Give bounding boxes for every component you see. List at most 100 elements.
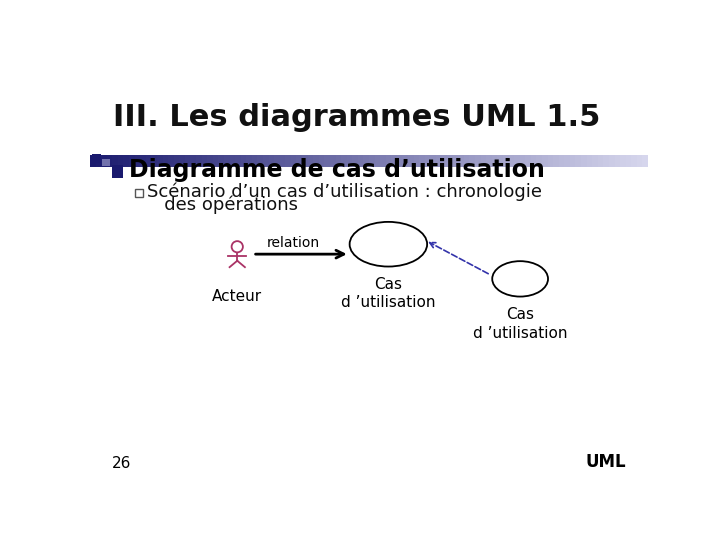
Bar — [520, 155, 526, 167]
Bar — [90, 155, 96, 167]
Bar — [297, 155, 303, 167]
Bar — [168, 155, 174, 167]
Bar — [112, 155, 119, 167]
Text: des opérations: des opérations — [148, 195, 298, 214]
Bar — [459, 155, 464, 167]
Bar — [503, 155, 509, 167]
Bar — [196, 155, 202, 167]
Bar — [642, 155, 649, 167]
Bar — [240, 155, 247, 167]
Bar — [151, 155, 158, 167]
Bar — [145, 155, 152, 167]
Bar — [626, 155, 632, 167]
Bar — [581, 155, 588, 167]
Text: Acteur: Acteur — [212, 289, 262, 304]
Bar — [274, 155, 281, 167]
Bar — [492, 155, 498, 167]
Bar — [436, 155, 442, 167]
Bar — [91, 154, 101, 164]
Bar — [469, 155, 476, 167]
Bar — [112, 165, 122, 178]
Bar — [498, 155, 504, 167]
Bar — [336, 155, 342, 167]
Bar — [330, 155, 336, 167]
Bar — [341, 155, 348, 167]
Bar — [564, 155, 571, 167]
Bar — [570, 155, 576, 167]
Bar — [486, 155, 492, 167]
Bar — [397, 155, 403, 167]
Bar — [364, 155, 370, 167]
Bar — [107, 155, 113, 167]
Bar — [213, 155, 219, 167]
Bar — [413, 155, 420, 167]
Bar — [386, 155, 392, 167]
Bar — [508, 155, 515, 167]
Bar — [129, 155, 135, 167]
Bar — [302, 155, 308, 167]
Bar — [252, 155, 258, 167]
Bar — [603, 155, 610, 167]
Bar — [190, 155, 197, 167]
Bar — [224, 155, 230, 167]
Bar — [593, 155, 598, 167]
Bar — [246, 155, 253, 167]
Bar — [575, 155, 582, 167]
Text: UML: UML — [585, 454, 626, 471]
Bar — [102, 159, 110, 166]
Bar — [285, 155, 292, 167]
Text: Scénario d’un cas d’utilisation : chronologie: Scénario d’un cas d’utilisation : chrono… — [148, 183, 542, 201]
Bar — [135, 189, 143, 197]
Bar — [464, 155, 470, 167]
Bar — [313, 155, 320, 167]
Bar — [547, 155, 554, 167]
Bar — [609, 155, 616, 167]
Bar — [441, 155, 448, 167]
Bar — [425, 155, 431, 167]
Bar — [319, 155, 325, 167]
Bar — [514, 155, 521, 167]
Bar — [408, 155, 415, 167]
Bar — [402, 155, 409, 167]
Bar — [347, 155, 353, 167]
Bar — [124, 155, 130, 167]
Bar — [258, 155, 264, 167]
Bar — [369, 155, 375, 167]
Bar — [157, 155, 163, 167]
Bar — [174, 155, 180, 167]
Bar — [235, 155, 241, 167]
Bar — [324, 155, 330, 167]
Bar — [615, 155, 621, 167]
Bar — [526, 155, 531, 167]
Bar — [447, 155, 454, 167]
Bar — [392, 155, 397, 167]
Bar — [185, 155, 192, 167]
Bar — [431, 155, 437, 167]
Bar — [280, 155, 286, 167]
Bar — [374, 155, 381, 167]
Bar — [536, 155, 543, 167]
Bar — [559, 155, 565, 167]
Bar — [587, 155, 593, 167]
Bar — [218, 155, 225, 167]
Bar — [553, 155, 559, 167]
Bar — [269, 155, 275, 167]
Bar — [118, 155, 125, 167]
Bar — [475, 155, 482, 167]
Bar — [291, 155, 297, 167]
Text: Cas
d ’utilisation: Cas d ’utilisation — [341, 276, 436, 310]
Bar — [96, 155, 102, 167]
Bar — [352, 155, 359, 167]
Text: III. Les diagrammes UML 1.5: III. Les diagrammes UML 1.5 — [113, 103, 600, 132]
Bar — [637, 155, 643, 167]
Bar — [140, 155, 147, 167]
Bar — [207, 155, 214, 167]
Bar — [179, 155, 186, 167]
Bar — [380, 155, 387, 167]
Bar — [263, 155, 269, 167]
Text: relation: relation — [267, 235, 320, 249]
Bar — [598, 155, 604, 167]
Bar — [358, 155, 364, 167]
Bar — [163, 155, 169, 167]
Bar — [453, 155, 459, 167]
